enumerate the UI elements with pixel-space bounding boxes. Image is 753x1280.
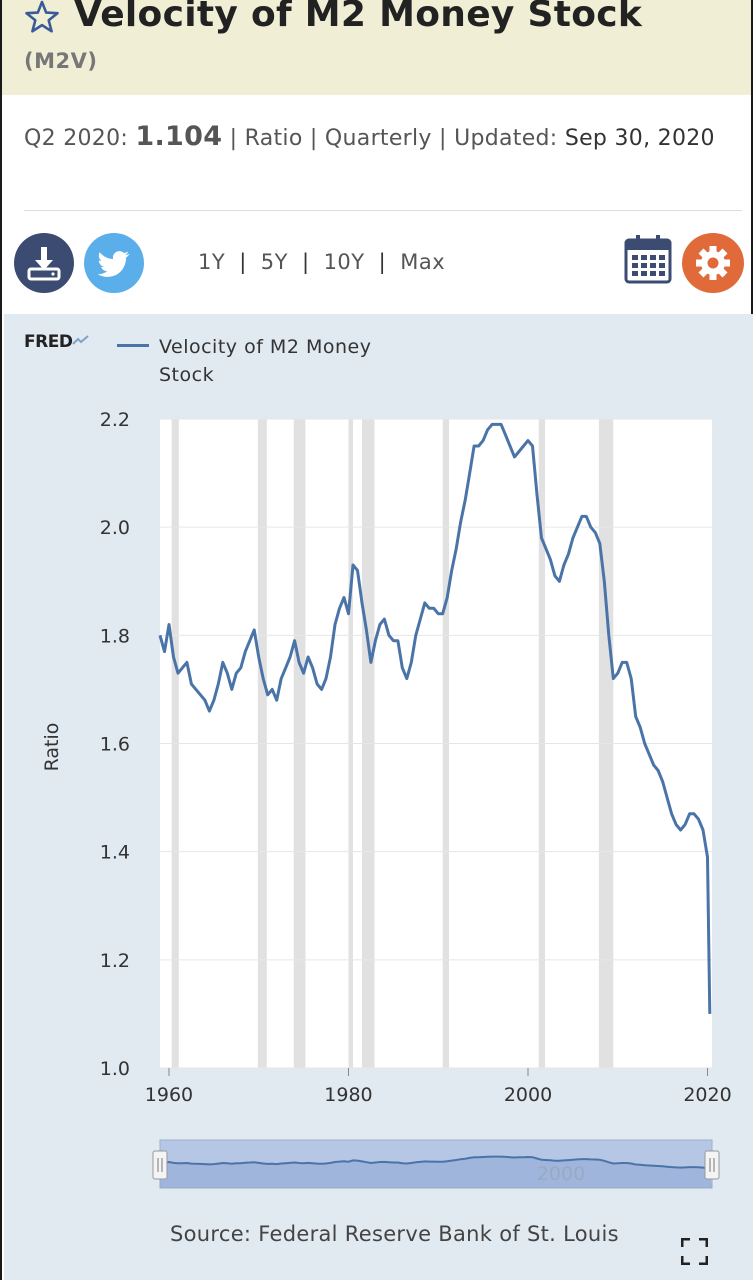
settings-button[interactable] [682, 233, 744, 293]
fullscreen-icon[interactable] [681, 1238, 708, 1265]
source-note: Source: Federal Reserve Bank of St. Loui… [170, 1222, 619, 1246]
range-5y[interactable]: 5Y [260, 250, 288, 274]
twitter-icon [97, 251, 130, 277]
frequency-label: Quarterly [324, 126, 432, 151]
y-tick-label: 1.6 [100, 734, 130, 756]
twitter-button[interactable] [84, 233, 144, 293]
download-button[interactable] [14, 233, 74, 293]
series-info: Q2 2020: 1.104 | Ratio | Quarterly | Upd… [24, 121, 715, 152]
x-tick-label: 2020 [683, 1084, 731, 1106]
units-label: Ratio [244, 126, 303, 151]
x-tick-label: 1980 [324, 1084, 372, 1106]
title-band: Velocity of M2 Money Stock (M2V) [2, 0, 751, 95]
y-tick-label: 1.0 [100, 1058, 130, 1080]
y-axis-label: Ratio [41, 723, 63, 772]
navigator-label: 2000 [537, 1163, 585, 1185]
y-tick-label: 1.2 [100, 950, 130, 972]
updated-label: Updated: [454, 126, 558, 151]
calendar-icon[interactable] [624, 234, 672, 284]
page-title: Velocity of M2 Money Stock [74, 0, 643, 35]
navigator-handle-left[interactable] [152, 1150, 168, 1180]
range-max[interactable]: Max [400, 250, 446, 274]
star-icon[interactable] [24, 0, 60, 34]
date-range-selector: 1Y | 5Y | 10Y | Max [198, 250, 446, 274]
series-id: (M2V) [24, 49, 98, 73]
gear-icon [696, 246, 730, 280]
updated-date: Sep 30, 2020 [564, 126, 715, 151]
download-icon [27, 247, 61, 281]
y-tick-label: 2.0 [100, 517, 130, 539]
divider [24, 210, 742, 211]
x-tick-label: 1960 [145, 1084, 193, 1106]
y-tick-label: 1.8 [100, 625, 130, 647]
observation-period: Q2 2020: [24, 126, 129, 151]
range-1y[interactable]: 1Y [198, 250, 226, 274]
y-tick-label: 1.4 [100, 842, 130, 864]
line-chart: Ratio 1.0 1.2 1.4 1.6 1.8 2.0 2.2 1960 1980 2000 2… [41, 409, 732, 1189]
x-tick-label: 2000 [504, 1084, 552, 1106]
legend-swatch [117, 344, 149, 347]
fred-logo: FRED [24, 332, 90, 352]
y-tick-label: 2.2 [100, 409, 130, 431]
series-line [158, 422, 712, 1014]
legend-label: Velocity of M2 Money Stock [159, 336, 372, 386]
navigator-line [159, 1155, 711, 1173]
navigator-area [160, 1156, 712, 1188]
range-10y[interactable]: 10Y [323, 250, 365, 274]
observation-value: 1.104 [135, 121, 223, 152]
navigator-handle-right[interactable] [704, 1150, 720, 1180]
